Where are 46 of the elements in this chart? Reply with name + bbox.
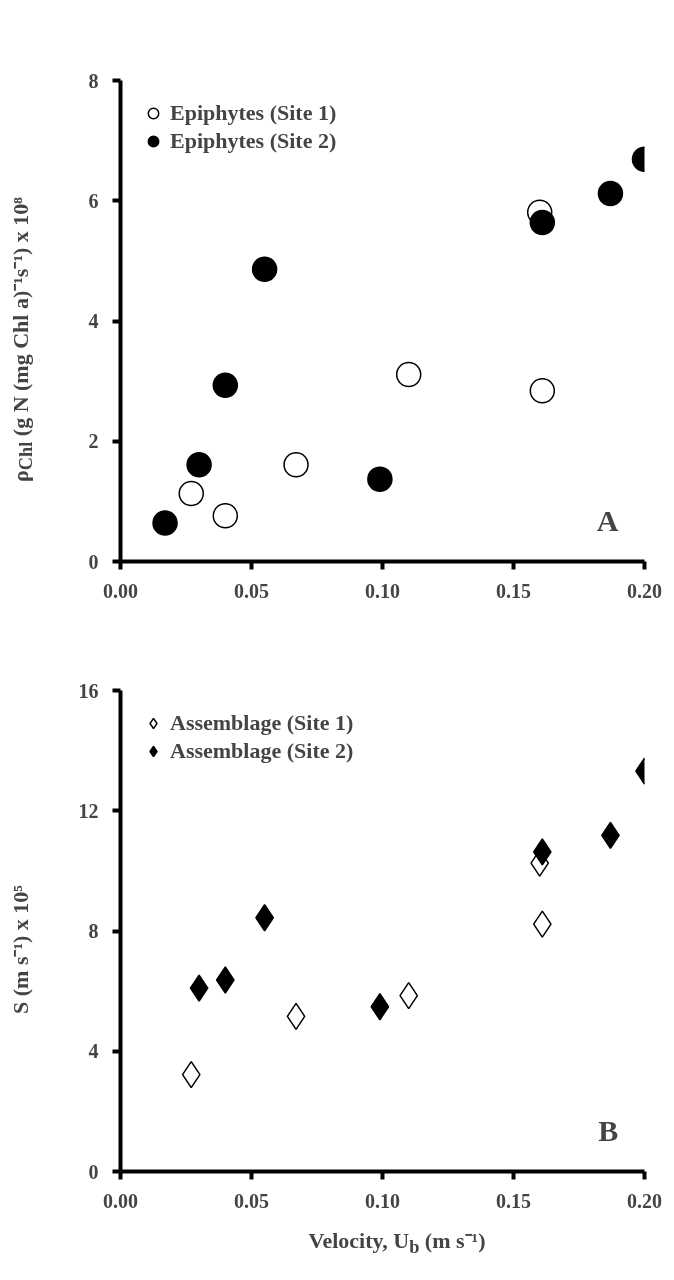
x-axis-title: Velocity, U$_{b}$ (m s⁻¹) bbox=[307, 1227, 487, 1260]
x-tick-label: 0.10 bbox=[365, 1189, 400, 1212]
point bbox=[152, 510, 178, 536]
point bbox=[597, 180, 624, 207]
y-tick-label: 6 bbox=[88, 189, 99, 212]
point bbox=[283, 451, 309, 478]
point bbox=[367, 466, 393, 492]
legend-label: Epiphytes (Site 1) bbox=[170, 100, 337, 126]
point bbox=[212, 372, 239, 399]
point bbox=[189, 974, 209, 1002]
x-tick-label: 0.20 bbox=[627, 579, 662, 602]
point bbox=[186, 451, 212, 478]
x-tick-label: 0.00 bbox=[103, 1189, 138, 1212]
y-tick-label: 0 bbox=[88, 550, 99, 573]
y-tick-label: 2 bbox=[88, 430, 99, 453]
x-tick-label: 0.05 bbox=[234, 579, 269, 602]
x-tick-label: 0.15 bbox=[496, 579, 531, 602]
point bbox=[251, 256, 278, 283]
x-tick-label: 0.05 bbox=[234, 1189, 269, 1212]
y-tick-label: 8 bbox=[88, 69, 99, 92]
y-tick-label: 0 bbox=[88, 1160, 99, 1183]
annotation: B bbox=[598, 1114, 619, 1148]
point bbox=[178, 480, 204, 507]
legend-label: Epiphytes (Site 2) bbox=[170, 128, 337, 154]
y-tick-label: 4 bbox=[88, 1040, 99, 1063]
point bbox=[529, 209, 556, 236]
point bbox=[215, 966, 235, 994]
x-tick-label: 0.00 bbox=[103, 579, 138, 602]
annotation: A bbox=[596, 504, 619, 538]
point bbox=[532, 838, 552, 866]
y-axis-title: S (m s⁻¹) x 10⁵ bbox=[7, 884, 34, 1017]
y-tick-label: 4 bbox=[88, 310, 99, 332]
point bbox=[370, 993, 390, 1021]
point bbox=[529, 378, 556, 404]
x-tick-label: 0.10 bbox=[365, 579, 400, 602]
y-tick-label: 8 bbox=[88, 920, 99, 942]
y-tick-label: 12 bbox=[78, 799, 99, 822]
x-tick-label: 0.20 bbox=[627, 1189, 662, 1212]
point bbox=[255, 904, 275, 932]
legend-label: Assemblage (Site 2) bbox=[170, 738, 354, 764]
point bbox=[212, 503, 239, 529]
legend-label: Assemblage (Site 1) bbox=[170, 710, 354, 736]
x-tick-label: 0.15 bbox=[496, 1189, 531, 1212]
point bbox=[395, 361, 422, 388]
point bbox=[532, 910, 552, 938]
y-tick-label: 16 bbox=[78, 679, 99, 702]
